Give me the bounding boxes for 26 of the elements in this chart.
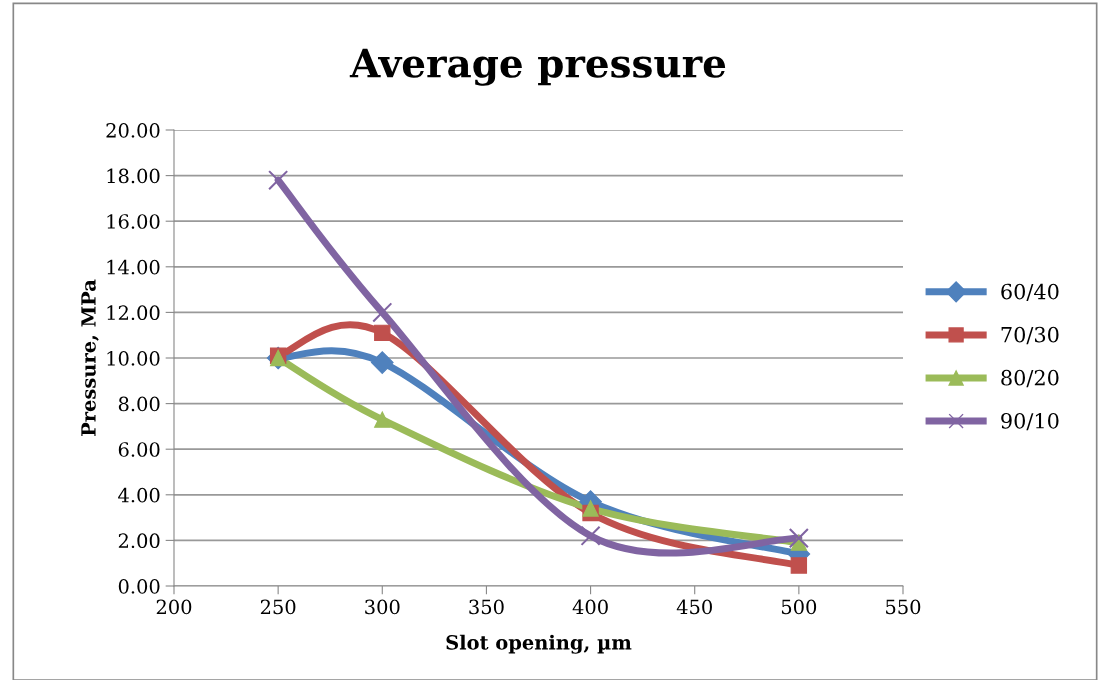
y-tick-label: 0.00 xyxy=(118,578,160,594)
legend-label: 70/30 xyxy=(1001,326,1059,345)
legend-label: 90/10 xyxy=(1001,412,1059,431)
y-tick-label: 10.00 xyxy=(107,350,160,366)
y-tick-label: 14.00 xyxy=(107,259,160,275)
x-tick-label: 250 xyxy=(260,599,296,615)
y-tick-label: 12.00 xyxy=(107,305,160,321)
x-tick-label: 300 xyxy=(365,599,400,615)
x-tick-label: 200 xyxy=(156,599,192,615)
y-tick-label: 4.00 xyxy=(118,487,160,503)
y-tick-label: 20.00 xyxy=(106,122,160,138)
x-tick-label: 550 xyxy=(886,599,921,615)
legend-label: 60/40 xyxy=(1001,283,1059,302)
x-tick-label: 350 xyxy=(469,599,504,615)
chart-title: Average pressure xyxy=(349,48,726,86)
y-tick-label: 18.00 xyxy=(107,168,160,184)
y-tick-label: 8.00 xyxy=(118,396,160,412)
y-tick-label: 2.00 xyxy=(118,533,160,549)
y-tick-label: 16.00 xyxy=(107,214,160,229)
legend-label: 80/20 xyxy=(1001,369,1059,388)
y-tick-label: 6.00 xyxy=(118,442,160,457)
x-tick-label: 500 xyxy=(781,599,817,615)
x-tick-label: 400 xyxy=(572,599,608,615)
x-axis-title: Slot opening, µm xyxy=(446,634,632,654)
x-tick-label: 450 xyxy=(676,599,712,615)
y-axis-title: Pressure, MPa xyxy=(81,279,99,436)
